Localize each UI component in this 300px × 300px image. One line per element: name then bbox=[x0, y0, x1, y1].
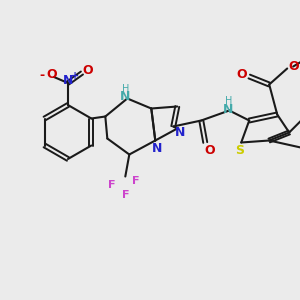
Text: F: F bbox=[131, 176, 139, 187]
Text: F: F bbox=[108, 179, 115, 190]
Text: N: N bbox=[152, 142, 163, 155]
Text: -: - bbox=[39, 68, 44, 82]
Text: N: N bbox=[223, 103, 233, 116]
Text: O: O bbox=[47, 68, 57, 82]
Text: S: S bbox=[235, 144, 244, 157]
Text: H: H bbox=[122, 83, 129, 94]
Text: H: H bbox=[225, 95, 232, 106]
Text: N: N bbox=[63, 74, 73, 88]
Text: O: O bbox=[288, 60, 298, 73]
Text: +: + bbox=[71, 71, 79, 81]
Text: O: O bbox=[82, 64, 93, 77]
Text: F: F bbox=[122, 190, 129, 200]
Text: O: O bbox=[236, 68, 247, 81]
Text: O: O bbox=[204, 144, 214, 157]
Text: N: N bbox=[120, 90, 130, 103]
Text: N: N bbox=[175, 126, 185, 139]
